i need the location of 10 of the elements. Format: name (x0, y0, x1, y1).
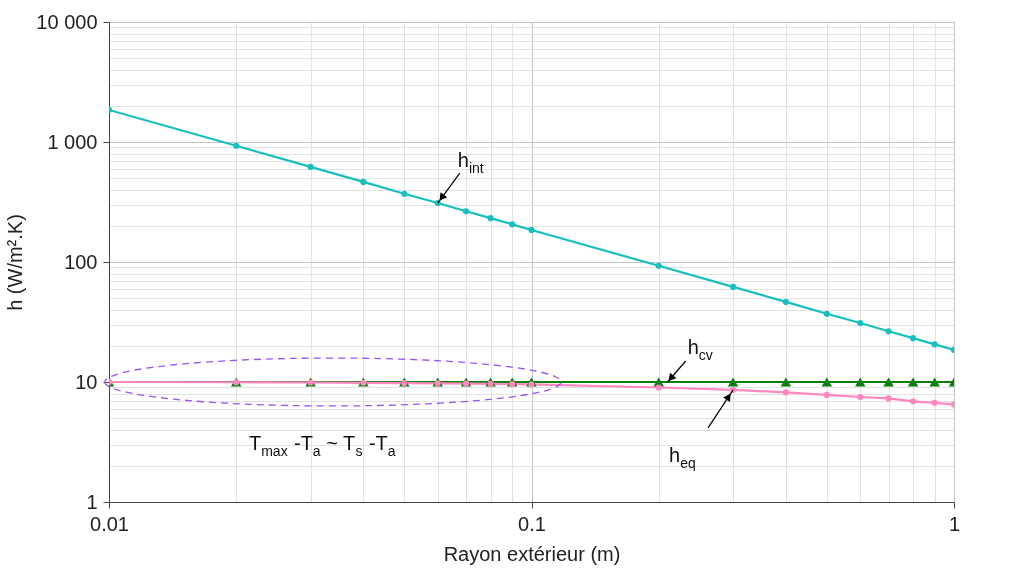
x-tick-label: 0.1 (518, 512, 546, 535)
y-tick-label: 1 (86, 490, 98, 513)
y-tick-label: 10 (75, 370, 98, 393)
x-axis-title: Rayon extérieur (m) (443, 542, 621, 565)
y-tick-label: 10 000 (36, 10, 98, 33)
x-tick-label: 1 (948, 512, 961, 535)
x-tick-label: 0.01 (90, 512, 129, 535)
y-tick-label: 100 (64, 250, 98, 273)
y-axis-title: h (W/m².K) (4, 214, 27, 311)
y-tick-label: 1 000 (47, 130, 98, 153)
